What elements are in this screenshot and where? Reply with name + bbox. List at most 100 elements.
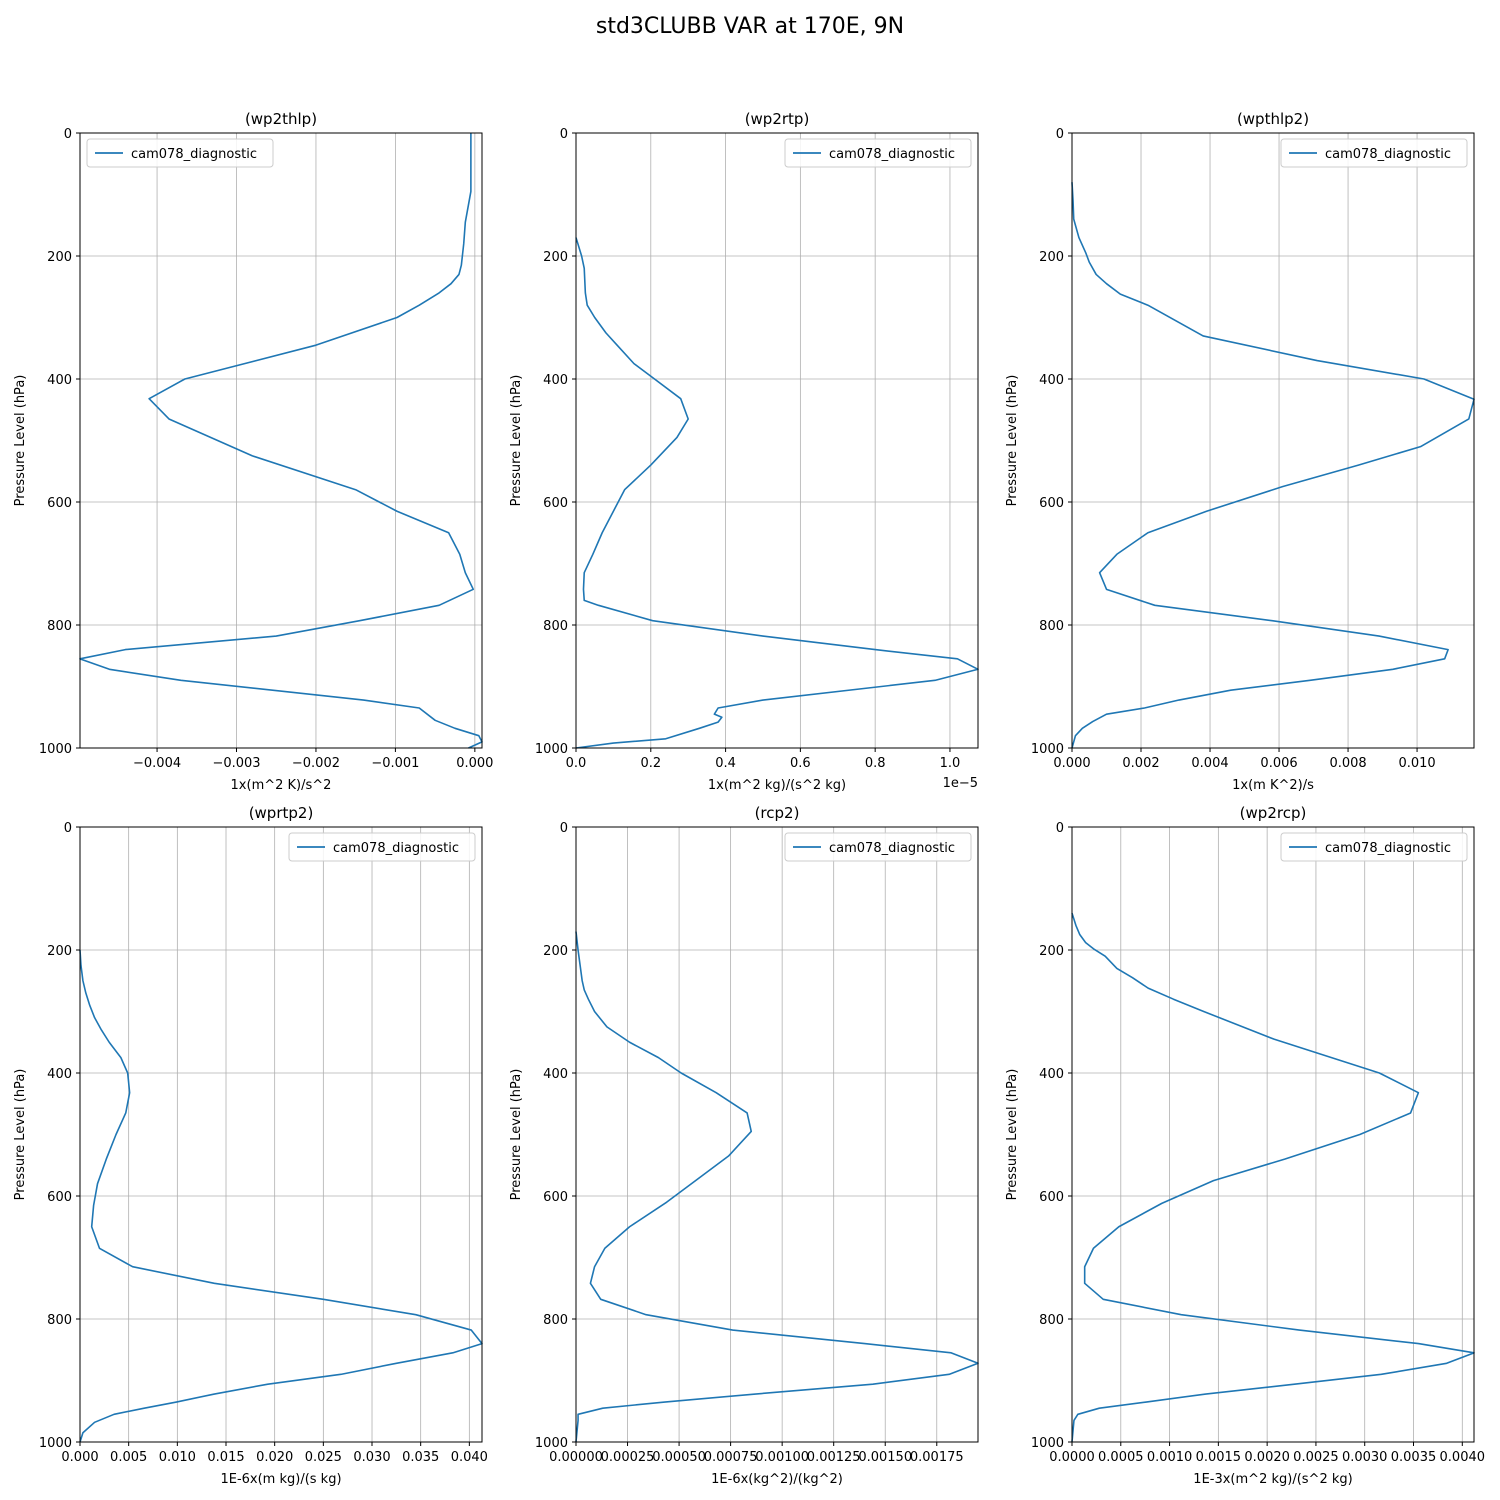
y-axis-label: Pressure Level (hPa) bbox=[1005, 1069, 1020, 1201]
y-tick-label: 800 bbox=[543, 1313, 568, 1328]
x-tick-label: 0.004 bbox=[1191, 756, 1228, 771]
x-tick-label: 0.8 bbox=[865, 756, 886, 771]
subplot-title: (wp2thlp) bbox=[245, 110, 317, 128]
y-tick-label: 400 bbox=[543, 1067, 568, 1082]
subplot-title: (wpthlp2) bbox=[1237, 110, 1309, 128]
x-tick-label: 0.6 bbox=[790, 756, 811, 771]
y-tick-label: 200 bbox=[543, 944, 568, 959]
y-tick-label: 800 bbox=[1039, 1313, 1064, 1328]
legend-box bbox=[86, 138, 274, 168]
y-axis-label: Pressure Level (hPa) bbox=[509, 375, 524, 507]
y-tick-label: 600 bbox=[543, 1190, 568, 1205]
y-tick-label: 1000 bbox=[1031, 742, 1064, 757]
legend: cam078_diagnostic bbox=[1280, 138, 1468, 168]
y-tick-label: 600 bbox=[1039, 1190, 1064, 1205]
x-tick-label: 0.0000 bbox=[1049, 1450, 1095, 1465]
x-tick-label: 0.000 bbox=[456, 756, 493, 771]
x-tick-label: −0.002 bbox=[292, 756, 340, 771]
subplot-2: 0.0 0.2 0.4 0.6 0.8 1.0 0 200 400 600 800 1000 (wp2r… bbox=[509, 110, 979, 793]
x-tick-label: 0.006 bbox=[1260, 756, 1297, 771]
legend-box bbox=[288, 832, 476, 862]
legend: cam078_diagnostic bbox=[1280, 832, 1468, 862]
axes-frame bbox=[79, 826, 483, 1443]
y-axis-label: Pressure Level (hPa) bbox=[13, 1069, 28, 1201]
legend: cam078_diagnostic bbox=[784, 832, 972, 862]
axes-frame bbox=[1071, 826, 1475, 1443]
x-tick-label: −0.003 bbox=[212, 756, 260, 771]
x-tick-label: 0.0020 bbox=[1244, 1450, 1290, 1465]
series-line-1 bbox=[575, 931, 979, 1443]
x-tick-label: 0.000 bbox=[1053, 756, 1090, 771]
series-line-1 bbox=[1071, 912, 1475, 1443]
legend: cam078_diagnostic bbox=[86, 138, 274, 168]
x-axis-label: 1x(m^2 K)/s^2 bbox=[231, 778, 332, 793]
x-tick-label: 1.0 bbox=[940, 756, 961, 771]
y-tick-label: 1000 bbox=[39, 1436, 72, 1451]
y-tick-label: 400 bbox=[1039, 373, 1064, 388]
axes-frame bbox=[575, 826, 979, 1443]
y-tick-label: 1000 bbox=[1031, 1436, 1064, 1451]
legend-box bbox=[784, 832, 972, 862]
x-tick-label: −0.001 bbox=[371, 756, 419, 771]
figure-title: std3CLUBB VAR at 170E, 9N bbox=[595, 14, 905, 39]
subplot-title: (wp2rtp) bbox=[745, 110, 810, 128]
y-tick-label: 200 bbox=[1039, 250, 1064, 265]
y-tick-label: 400 bbox=[1039, 1067, 1064, 1082]
y-tick-label: 1000 bbox=[535, 742, 568, 757]
subplot-6: 0.0000 0.0005 0.0010 0.0015 0.0020 0.0025 0.00… bbox=[1005, 804, 1485, 1487]
y-axis-label: Pressure Level (hPa) bbox=[13, 375, 28, 507]
subplot-1: −0.004 −0.003 −0.002 −0.001 0.000 0 200 400 600 8… bbox=[13, 110, 493, 793]
x-tick-label: 0.00125 bbox=[807, 1450, 861, 1465]
subplot-title: (rcp2) bbox=[755, 804, 800, 822]
legend-label: cam078_diagnostic bbox=[333, 841, 459, 856]
x-tick-label: 0.040 bbox=[451, 1450, 488, 1465]
y-axis-label: Pressure Level (hPa) bbox=[1005, 375, 1020, 507]
x-tick-label: 0.00100 bbox=[755, 1450, 809, 1465]
y-tick-label: 200 bbox=[47, 944, 72, 959]
legend: cam078_diagnostic bbox=[288, 832, 476, 862]
x-tick-label: 0.000 bbox=[61, 1450, 98, 1465]
series-line-1 bbox=[79, 949, 483, 1443]
x-tick-label: 0.010 bbox=[159, 1450, 196, 1465]
x-tick-label: −0.004 bbox=[133, 756, 181, 771]
y-tick-label: 400 bbox=[47, 373, 72, 388]
y-tick-label: 400 bbox=[543, 373, 568, 388]
subplot-4: 0.000 0.005 0.010 0.015 0.020 0.025 0.030 0.035… bbox=[13, 804, 488, 1487]
x-tick-label: 0.00175 bbox=[910, 1450, 964, 1465]
x-tick-label: 0.020 bbox=[256, 1450, 293, 1465]
x-axis-label: 1E-3x(m^2 kg)/(s^2 kg) bbox=[1193, 1472, 1352, 1487]
x-tick-label: 0.00025 bbox=[601, 1450, 655, 1465]
legend-label: cam078_diagnostic bbox=[1325, 841, 1451, 856]
x-tick-label: 0.00150 bbox=[858, 1450, 912, 1465]
x-tick-label: 0.002 bbox=[1122, 756, 1159, 771]
legend-label: cam078_diagnostic bbox=[829, 841, 955, 856]
x-axis-label: 1x(m K^2)/s bbox=[1232, 778, 1314, 793]
y-tick-label: 800 bbox=[543, 619, 568, 634]
legend-label: cam078_diagnostic bbox=[829, 147, 955, 162]
x-tick-label: 0.2 bbox=[640, 756, 661, 771]
axes-frame bbox=[1071, 132, 1475, 749]
y-tick-label: 600 bbox=[543, 496, 568, 511]
y-tick-label: 200 bbox=[543, 250, 568, 265]
x-tick-label: 0.0040 bbox=[1440, 1450, 1486, 1465]
x-tick-label: 0.015 bbox=[207, 1450, 244, 1465]
subplot-title: (wp2rcp) bbox=[1240, 804, 1307, 822]
series-line-1 bbox=[79, 133, 483, 749]
x-tick-label: 0.0005 bbox=[1098, 1450, 1144, 1465]
x-tick-label: 0.008 bbox=[1329, 756, 1366, 771]
legend-label: cam078_diagnostic bbox=[1325, 147, 1451, 162]
legend-label: cam078_diagnostic bbox=[131, 147, 257, 162]
y-tick-label: 400 bbox=[47, 1067, 72, 1082]
x-tick-label: 0.00075 bbox=[704, 1450, 758, 1465]
x-tick-label: 0.010 bbox=[1398, 756, 1435, 771]
y-tick-label: 1000 bbox=[39, 742, 72, 757]
y-tick-label: 0 bbox=[560, 127, 568, 142]
y-tick-label: 800 bbox=[47, 1313, 72, 1328]
y-axis-label: Pressure Level (hPa) bbox=[509, 1069, 524, 1201]
x-tick-label: 0.0010 bbox=[1147, 1450, 1193, 1465]
series-line-1 bbox=[575, 237, 979, 749]
y-tick-label: 600 bbox=[47, 496, 72, 511]
y-tick-label: 0 bbox=[1056, 127, 1064, 142]
legend: cam078_diagnostic bbox=[784, 138, 972, 168]
